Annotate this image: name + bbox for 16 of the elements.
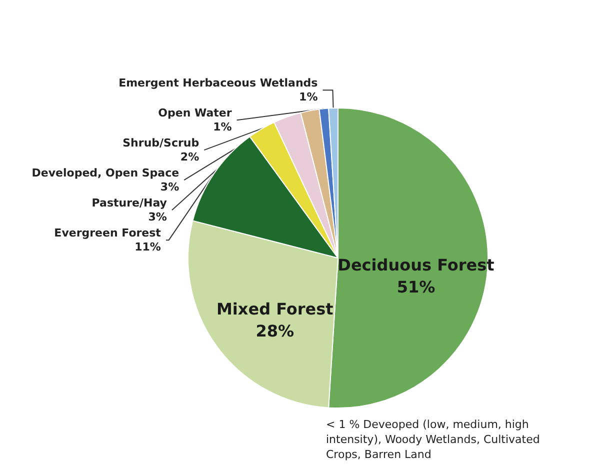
slice-label: Open Water [158,106,232,120]
slice-label: Pasture/Hay [92,196,167,210]
data-label: 2% [180,150,200,164]
slice-label: Emergent Herbaceous Wetlands [118,76,318,90]
slice-label: Mixed Forest [216,300,334,319]
data-label: 51% [396,278,436,297]
text: < 1 % Deveoped (low, medium, high intensity), Woody Wetlands, Cultivated Crops, Barren Land [326,418,544,461]
data-label: 28% [256,322,294,341]
data-label: 3% [160,180,180,194]
slice-label: Developed, Open Space [32,166,180,180]
slice-label: Evergreen Forest [54,226,161,240]
data-label: 1% [299,90,318,104]
data-label: 1% [213,120,232,134]
data-label: 3% [148,210,167,224]
data-label: 11% [134,240,161,254]
slice-label: Shrub/Scrub [122,136,200,150]
